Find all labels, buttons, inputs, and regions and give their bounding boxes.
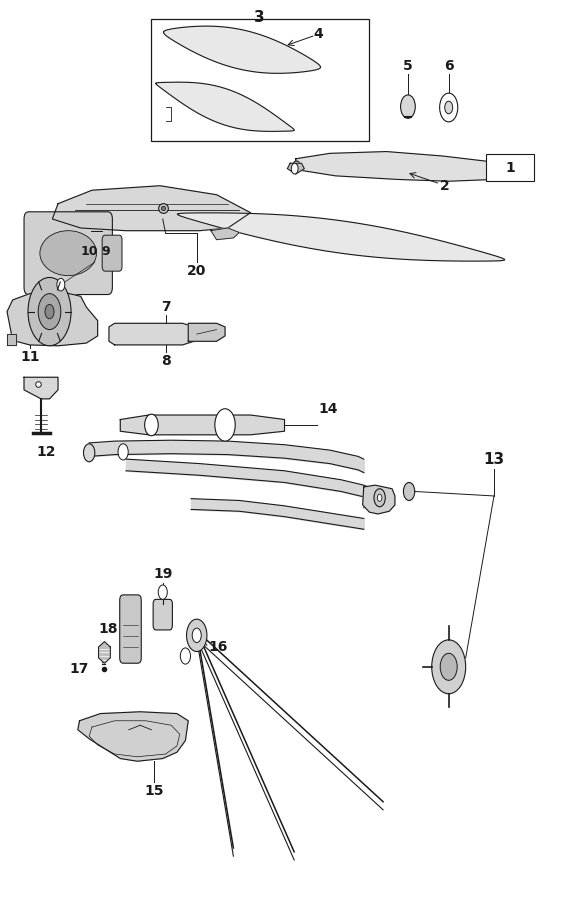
Circle shape — [45, 305, 54, 318]
Text: 2: 2 — [440, 179, 450, 193]
Circle shape — [377, 494, 382, 502]
Circle shape — [28, 278, 71, 345]
Polygon shape — [98, 641, 110, 663]
Circle shape — [291, 163, 298, 174]
FancyBboxPatch shape — [153, 599, 172, 630]
Polygon shape — [362, 485, 395, 514]
Circle shape — [192, 628, 201, 642]
Polygon shape — [109, 323, 200, 345]
Text: 12: 12 — [37, 445, 56, 459]
Circle shape — [215, 409, 235, 441]
Polygon shape — [7, 291, 98, 345]
Text: 17: 17 — [70, 661, 89, 676]
Circle shape — [145, 414, 158, 436]
Circle shape — [84, 444, 95, 462]
FancyBboxPatch shape — [119, 595, 141, 663]
Text: 19: 19 — [153, 567, 172, 582]
Circle shape — [401, 95, 415, 118]
Circle shape — [440, 653, 457, 680]
Text: 8: 8 — [160, 354, 171, 368]
Text: 20: 20 — [187, 264, 207, 278]
Polygon shape — [296, 152, 522, 181]
Polygon shape — [156, 82, 294, 132]
Text: 1: 1 — [505, 161, 515, 175]
Text: 15: 15 — [145, 784, 164, 797]
Text: 18: 18 — [98, 622, 117, 636]
Text: 4: 4 — [314, 27, 323, 41]
Circle shape — [445, 101, 453, 114]
Circle shape — [440, 93, 458, 122]
Circle shape — [432, 640, 465, 694]
Ellipse shape — [40, 231, 97, 276]
Circle shape — [374, 489, 385, 507]
Text: 9: 9 — [101, 244, 110, 258]
Polygon shape — [52, 186, 250, 231]
Text: 6: 6 — [444, 60, 453, 73]
Text: 13: 13 — [484, 453, 505, 467]
Circle shape — [118, 444, 128, 460]
Text: 7: 7 — [161, 300, 170, 314]
Polygon shape — [120, 415, 284, 435]
Circle shape — [403, 483, 415, 501]
Text: 14: 14 — [319, 401, 338, 416]
Circle shape — [57, 279, 65, 291]
Polygon shape — [163, 26, 320, 73]
Polygon shape — [211, 228, 239, 240]
Polygon shape — [188, 323, 225, 341]
FancyBboxPatch shape — [24, 212, 112, 295]
Circle shape — [180, 648, 191, 664]
Circle shape — [187, 619, 207, 651]
Circle shape — [158, 585, 167, 599]
Polygon shape — [287, 163, 304, 174]
Text: 5: 5 — [403, 60, 413, 73]
Polygon shape — [7, 334, 15, 345]
FancyBboxPatch shape — [102, 235, 122, 272]
Text: 10: 10 — [80, 244, 98, 258]
Polygon shape — [178, 213, 505, 261]
Bar — [485, 154, 534, 181]
Text: 11: 11 — [20, 350, 39, 364]
Text: 16: 16 — [208, 640, 228, 654]
Bar — [151, 19, 369, 141]
Circle shape — [38, 294, 61, 329]
Polygon shape — [78, 712, 188, 761]
Polygon shape — [24, 377, 58, 399]
Text: 3: 3 — [254, 11, 265, 25]
